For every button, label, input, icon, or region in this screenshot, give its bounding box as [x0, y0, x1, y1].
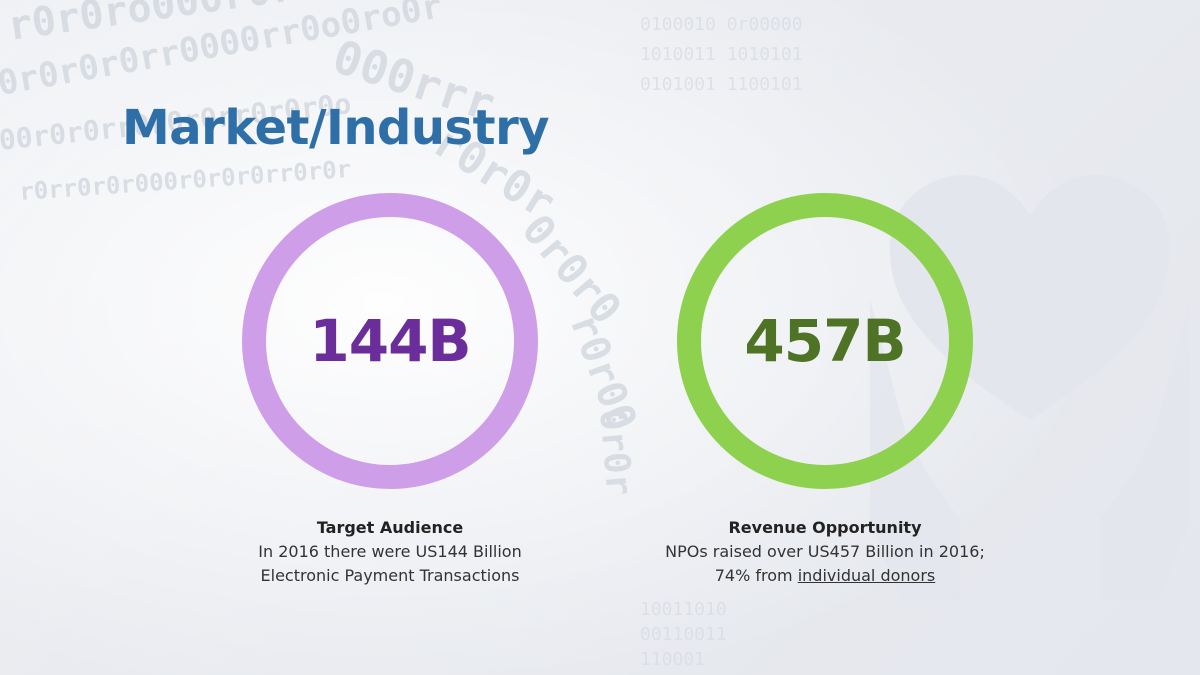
binary-faint-pattern: 0100010 0r00000 1010011 1010101 0101001 … — [640, 14, 803, 670]
revenue-opportunity-value: 457B — [744, 307, 906, 375]
individual-donors-link[interactable]: individual donors — [797, 566, 936, 585]
target-audience-caption: Target Audience In 2016 there were US144… — [180, 516, 600, 588]
svg-text:0r0r: 0r0r — [591, 407, 639, 497]
svg-text:0100010 0r00000: 0100010 0r00000 — [640, 14, 803, 35]
target-audience-heading: Target Audience — [316, 518, 464, 537]
svg-text:110001: 110001 — [640, 649, 705, 670]
svg-text:00110011: 00110011 — [640, 624, 727, 645]
revenue-opportunity-heading: Revenue Opportunity — [728, 518, 922, 537]
target-audience-value: 144B — [309, 307, 471, 375]
revenue-opportunity-line-1: NPOs raised over US457 Billion in 2016; — [665, 542, 985, 561]
revenue-opportunity-line-2: 74% from individual donors — [615, 564, 1035, 588]
svg-text:0101001 1100101: 0101001 1100101 — [640, 74, 803, 95]
revenue-opportunity-ring: 457B — [677, 193, 973, 489]
svg-text:10011010: 10011010 — [640, 599, 727, 620]
target-audience-ring: 144B — [242, 193, 538, 489]
target-audience-line-1: In 2016 there were US144 Billion — [258, 542, 522, 561]
target-audience-line-2: Electronic Payment Transactions — [260, 566, 520, 585]
revenue-opportunity-caption: Revenue Opportunity NPOs raised over US4… — [615, 516, 1035, 588]
revenue-opportunity-line-2-prefix: 74% from — [714, 566, 798, 585]
slide-title: Market/Industry — [122, 100, 550, 156]
svg-text:1010011 1010101: 1010011 1010101 — [640, 44, 803, 65]
